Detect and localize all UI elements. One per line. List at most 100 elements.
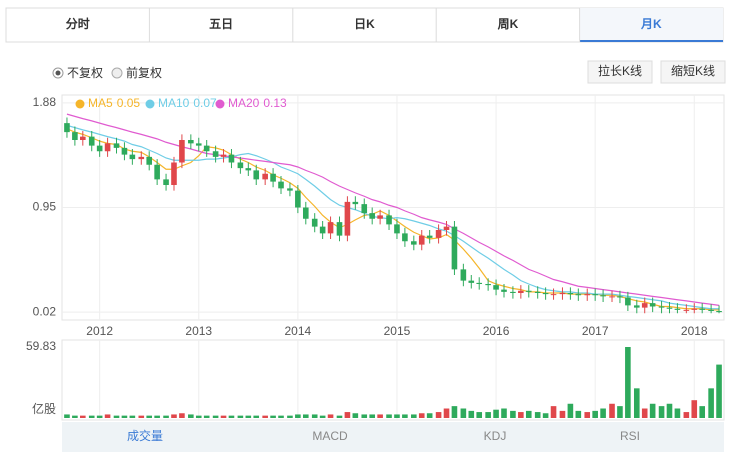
x-tick-label: 2013 [185,324,212,338]
y-tick-label: 1.88 [33,95,57,109]
candle-body [377,215,383,219]
tab[interactable]: 日K [354,17,375,31]
candle-body [104,143,111,152]
volume-bar [179,413,185,418]
volume-bar [426,413,433,418]
volume-bar [344,412,351,418]
volume-bar [311,414,318,418]
candle-body [510,291,516,293]
candle-body [633,305,640,308]
x-tick-label: 2016 [483,324,510,338]
volume-bar [220,415,227,418]
volume-bar [386,414,392,418]
volume-unit: 亿股 [32,401,56,416]
volume-bar [468,410,475,418]
x-tick-label: 2015 [384,324,411,338]
volume-bar [319,415,326,418]
volume-bar [72,415,78,418]
volume-bar [154,415,160,418]
button[interactable] [587,60,653,84]
tab[interactable]: 周K [498,17,519,31]
legend-dot [215,99,225,109]
volume-bar [493,409,499,418]
candle-body [319,226,326,234]
candle-body [418,235,425,245]
tab[interactable]: 五日 [209,17,233,31]
volume-bar [451,406,458,418]
indicator-tab[interactable]: RSI [620,429,640,443]
candle-body [559,293,566,295]
volume-bar [287,415,293,418]
candle-body [567,293,574,295]
button-label[interactable]: 拉长K线 [598,63,642,78]
volume-bar [411,414,417,418]
ma-line [66,124,720,310]
candle-body [716,311,722,313]
volume-bar [104,414,111,418]
candle-body [542,293,549,295]
volume-bar [212,415,219,418]
volume-bar [96,415,103,418]
volume-bar [658,406,665,418]
candle-body [476,282,483,284]
button[interactable] [660,60,726,84]
candle-body [518,290,524,293]
candle-body [188,140,194,144]
candle-body [80,136,86,140]
tab-active [579,8,723,42]
candle-body [691,308,698,310]
candle-body [609,296,615,298]
volume-bar [708,388,714,418]
tab[interactable]: 月K [640,17,662,31]
volume-bar [262,415,268,418]
candle-body [641,303,648,308]
legend-label: MA20 0.13 [228,96,287,110]
option[interactable]: 不复权 [67,66,103,80]
volume-bar [625,347,631,418]
candle-body [121,147,128,155]
legend-label: MA10 0.07 [158,96,217,110]
volume-bar [501,408,507,418]
volume-bar [435,412,442,418]
volume-bar [550,406,557,418]
volume-bar [699,406,705,418]
option[interactable]: 前复权 [126,65,162,80]
radio[interactable] [111,67,123,79]
candle-body [138,156,145,160]
candle-body [402,233,408,242]
candle-body [212,151,219,157]
candle-body [64,123,70,133]
volume-bar [336,415,343,418]
legend-dot [145,99,155,109]
volume-bar [402,414,408,418]
tab[interactable]: 分时 [66,16,90,31]
volume-bar [253,415,260,418]
x-tick-label: 2012 [86,324,113,338]
y-tick-label: 0.95 [33,200,57,214]
candle-body [435,230,442,238]
volume-bar [649,403,656,418]
candle-body [394,224,400,234]
volume-bar [443,408,450,418]
indicator-tab[interactable]: KDJ [484,429,507,443]
volume-bar [88,415,95,418]
volume-bar [666,403,673,418]
candle-body [253,170,260,180]
candle-body [302,207,309,219]
y-tick-label: 0.02 [33,304,57,318]
volume-bar [518,412,524,418]
volume-bar [80,415,86,418]
candle-body [451,226,458,270]
volume-bar [592,410,598,418]
volume-bar [476,412,483,418]
indicator-tab[interactable]: 成交量 [127,428,163,443]
radio-dot [55,70,61,76]
button-label[interactable]: 缩短K线 [671,63,715,78]
candle-body [460,269,467,281]
volume-bar [542,413,549,418]
volume-bar [716,364,722,418]
candle-body [485,284,491,286]
indicator-tab[interactable]: MACD [312,429,348,443]
candle-body [270,173,276,182]
